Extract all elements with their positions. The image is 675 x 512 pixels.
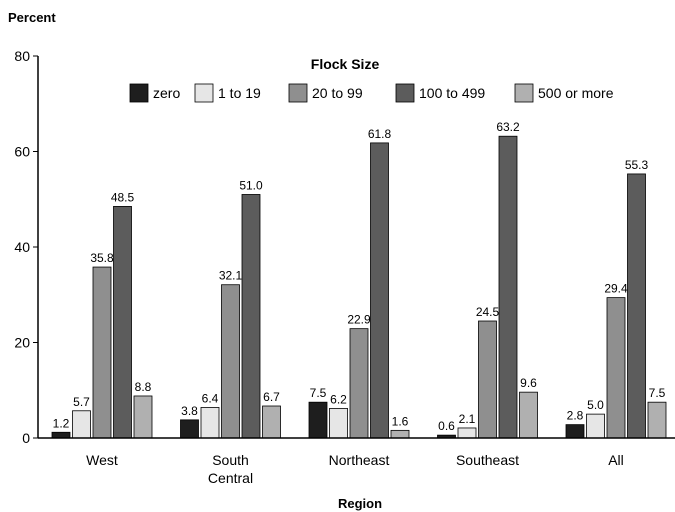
y-tick-label: 80 <box>14 48 30 64</box>
bar-0-4 <box>565 424 585 439</box>
bar-2-1 <box>221 284 240 439</box>
legend-label: 100 to 499 <box>419 85 485 101</box>
data-label: 1.6 <box>392 414 409 428</box>
x-tick-label: Southeast <box>456 452 519 468</box>
data-label: 2.8 <box>567 409 584 423</box>
data-label: 24.5 <box>476 305 500 319</box>
data-label: 29.4 <box>604 282 628 296</box>
legend-label: 20 to 99 <box>312 85 363 101</box>
x-tick-label: Northeast <box>329 452 390 468</box>
bar-3-0 <box>113 206 132 439</box>
x-tick-label: Central <box>208 470 253 486</box>
bar-0-0 <box>51 431 71 439</box>
data-label: 22.9 <box>347 313 371 327</box>
data-label: 2.1 <box>459 412 476 426</box>
bar-4-4 <box>647 401 667 439</box>
bar-2-4 <box>606 297 626 439</box>
y-tick-label: 60 <box>14 144 30 160</box>
data-label: 63.2 <box>496 120 520 134</box>
data-label: 6.2 <box>330 392 347 406</box>
bar-1-2 <box>329 407 348 439</box>
data-label: 5.7 <box>73 395 90 409</box>
x-axis-title: Region <box>338 496 382 511</box>
data-label: 48.5 <box>111 190 135 204</box>
y-tick-label: 40 <box>14 239 30 255</box>
bar-2-2 <box>349 328 369 439</box>
legend-swatch <box>129 83 149 103</box>
bar-1-3 <box>457 427 477 439</box>
x-tick-label: South <box>212 452 249 468</box>
data-label: 55.3 <box>625 158 649 172</box>
legend-swatch <box>395 83 415 103</box>
bar-4-0 <box>133 395 153 439</box>
legend-label: zero <box>153 85 180 101</box>
legend-swatch <box>288 83 308 103</box>
bar-4-2 <box>390 429 410 439</box>
bar-1-0 <box>72 410 91 439</box>
legend-title: Flock Size <box>311 56 380 72</box>
data-label: 6.4 <box>202 391 219 405</box>
bar-3-1 <box>241 194 261 439</box>
data-label: 7.5 <box>310 386 327 400</box>
bar-4-1 <box>262 405 281 439</box>
x-tick-label: West <box>86 452 118 468</box>
bar-3-3 <box>498 135 518 439</box>
bar-1-1 <box>200 407 220 439</box>
data-label: 9.6 <box>520 376 537 390</box>
x-tick-label: All <box>608 452 624 468</box>
data-label: 61.8 <box>368 127 392 141</box>
bar-0-1 <box>180 419 199 439</box>
y-tick-label: 0 <box>22 430 30 446</box>
bar-2-3 <box>478 320 497 439</box>
bar-4-3 <box>519 391 538 439</box>
data-label: 0.6 <box>438 419 455 433</box>
legend-label: 500 or more <box>538 85 614 101</box>
y-tick-label: 20 <box>14 335 30 351</box>
data-label: 3.8 <box>181 404 198 418</box>
legend-swatch <box>514 83 534 103</box>
data-label: 7.5 <box>649 386 666 400</box>
bars: 1.25.735.848.58.83.86.432.151.06.7 7.5 6.2… <box>51 120 667 439</box>
data-label: 1.2 <box>53 416 70 430</box>
data-label: 5.0 <box>587 398 604 412</box>
data-label: 8.8 <box>135 380 152 394</box>
bar-3-4 <box>627 173 646 439</box>
data-label: 6.7 <box>263 390 280 404</box>
bar-0-2 <box>308 401 328 439</box>
x-axis: West South Central Northeast Southeast All <box>38 437 675 486</box>
y-axis: 0 20 40 60 80 <box>14 48 39 446</box>
bar-2-0 <box>92 266 112 439</box>
legend-swatch <box>194 83 214 103</box>
data-label: 51.0 <box>239 178 263 192</box>
y-axis-title: Percent <box>8 10 56 25</box>
data-label: 35.8 <box>90 251 114 265</box>
legend: zero 1 to 19 20 to 99 100 to 499 500 or more <box>129 83 614 103</box>
legend-label: 1 to 19 <box>218 85 261 101</box>
bar-1-4 <box>586 413 605 439</box>
data-label: 32.1 <box>219 269 243 283</box>
bar-3-2 <box>370 142 389 439</box>
